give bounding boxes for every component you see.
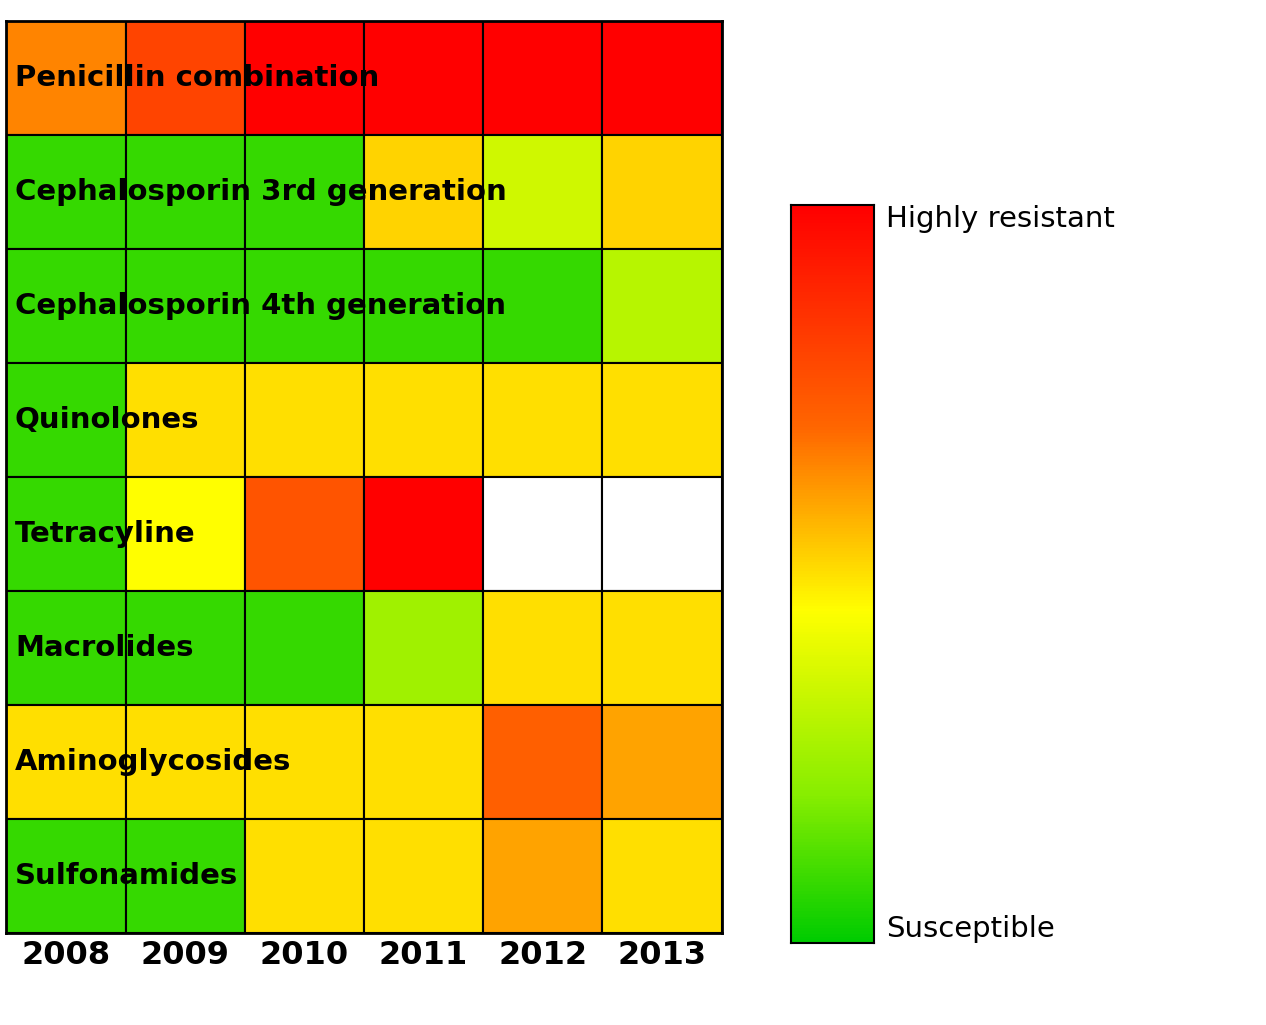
Bar bbox=[6, 134, 125, 249]
Bar bbox=[603, 20, 722, 134]
Bar bbox=[603, 819, 722, 933]
Bar bbox=[125, 20, 244, 134]
Text: Susceptible: Susceptible bbox=[886, 915, 1055, 943]
Bar bbox=[6, 590, 125, 705]
Bar bbox=[363, 590, 484, 705]
Bar bbox=[603, 705, 722, 819]
Bar bbox=[125, 477, 244, 590]
Bar bbox=[125, 819, 244, 933]
Bar bbox=[244, 705, 365, 819]
Bar bbox=[6, 249, 125, 363]
Bar bbox=[484, 20, 603, 134]
Bar bbox=[363, 705, 484, 819]
Bar bbox=[6, 705, 125, 819]
Text: Cephalosporin 4th generation: Cephalosporin 4th generation bbox=[15, 291, 506, 320]
Text: Cephalosporin 3rd generation: Cephalosporin 3rd generation bbox=[15, 177, 506, 206]
Bar bbox=[603, 363, 722, 477]
Bar bbox=[484, 590, 603, 705]
Bar bbox=[484, 819, 603, 933]
Bar bbox=[363, 477, 484, 590]
Bar bbox=[484, 249, 603, 363]
Bar bbox=[363, 363, 484, 477]
Bar bbox=[125, 590, 244, 705]
Bar bbox=[363, 249, 484, 363]
Bar bbox=[6, 20, 125, 134]
Text: Penicillin combination: Penicillin combination bbox=[15, 64, 379, 91]
Bar bbox=[244, 819, 365, 933]
Bar bbox=[484, 134, 603, 249]
Text: Tetracyline: Tetracyline bbox=[15, 520, 195, 547]
Bar bbox=[244, 477, 365, 590]
Bar bbox=[603, 249, 722, 363]
Bar bbox=[244, 134, 365, 249]
Bar bbox=[125, 363, 244, 477]
Bar bbox=[244, 249, 365, 363]
Text: Aminoglycosides: Aminoglycosides bbox=[15, 747, 291, 776]
Bar bbox=[125, 249, 244, 363]
Bar bbox=[484, 705, 603, 819]
Bar bbox=[363, 20, 484, 134]
Bar bbox=[125, 705, 244, 819]
Text: Highly resistant: Highly resistant bbox=[886, 205, 1115, 233]
Bar bbox=[363, 819, 484, 933]
Bar bbox=[6, 477, 125, 590]
Bar bbox=[603, 477, 722, 590]
Bar bbox=[244, 363, 365, 477]
Bar bbox=[603, 590, 722, 705]
Bar bbox=[244, 20, 365, 134]
Text: Sulfonamides: Sulfonamides bbox=[15, 862, 238, 890]
Bar bbox=[484, 477, 603, 590]
Bar bbox=[363, 134, 484, 249]
Text: Quinolones: Quinolones bbox=[15, 406, 200, 434]
Bar bbox=[244, 590, 365, 705]
Bar bbox=[6, 819, 125, 933]
Bar bbox=[125, 134, 244, 249]
Bar bbox=[484, 363, 603, 477]
Text: Macrolides: Macrolides bbox=[15, 633, 194, 662]
Bar bbox=[6, 363, 125, 477]
Bar bbox=[603, 134, 722, 249]
